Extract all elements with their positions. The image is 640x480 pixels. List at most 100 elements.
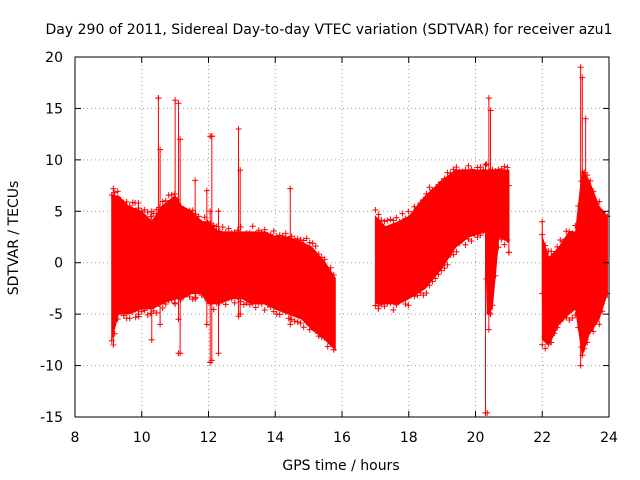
data-point-marker [482, 162, 489, 168]
data-point-marker [468, 166, 475, 173]
data-point-marker [279, 232, 286, 239]
data-point-marker [117, 308, 124, 315]
data-point-marker [318, 254, 325, 261]
data-point-marker [192, 294, 199, 301]
x-tick-label: 8 [71, 430, 80, 446]
data-point-marker [207, 299, 214, 306]
data-point-marker [324, 343, 331, 350]
data-point-marker [207, 220, 214, 227]
data-point-marker [279, 307, 286, 314]
data-point-marker [249, 300, 256, 307]
data-point-marker [168, 191, 175, 198]
data-point-marker [135, 311, 142, 318]
data-point-marker [577, 64, 584, 71]
data-point-marker [215, 350, 222, 357]
data-point-marker [569, 230, 576, 237]
data-point-marker [471, 168, 478, 175]
data-point-marker [399, 210, 406, 217]
x-tick-label: 18 [400, 430, 418, 446]
data-point-marker [192, 177, 199, 184]
data-point-marker [162, 197, 169, 204]
data-point-marker [447, 170, 454, 177]
data-point-marker [375, 211, 382, 218]
x-tick-label: 20 [467, 430, 485, 446]
data-point-marker [186, 293, 193, 300]
data-point-marker [144, 209, 151, 216]
data-point-marker [222, 301, 229, 308]
data-point-marker [426, 282, 433, 289]
data-point-marker [306, 239, 313, 246]
data-point-marker [582, 336, 589, 343]
data-point-marker [228, 295, 235, 302]
data-point-marker [264, 301, 271, 308]
data-point-marker [557, 237, 564, 244]
data-point-marker [492, 272, 499, 279]
data-point-marker [384, 217, 391, 224]
data-point-marker [548, 248, 555, 255]
data-point-marker [228, 230, 235, 237]
data-point-marker [287, 321, 294, 328]
data-point-marker [572, 312, 579, 319]
data-point-marker [444, 261, 451, 268]
data-point-marker [141, 206, 148, 213]
data-point-marker [153, 309, 160, 316]
data-band [541, 168, 608, 356]
data-point-marker [175, 100, 182, 107]
data-point-marker [123, 198, 130, 205]
data-point-marker [551, 330, 558, 337]
data-point-marker [294, 235, 301, 242]
data-point-marker [429, 186, 436, 193]
data-point-marker [159, 304, 166, 311]
data-point-marker [157, 146, 164, 153]
data-point-marker [432, 275, 439, 282]
data-point-marker [208, 357, 215, 364]
data-point-marker [215, 208, 222, 215]
data-point-marker [110, 185, 117, 192]
data-point-marker [551, 251, 558, 258]
data-point-marker [147, 213, 154, 220]
data-series [108, 64, 611, 416]
data-point-marker [198, 219, 205, 226]
data-point-marker [321, 334, 328, 341]
data-point-marker [225, 225, 232, 232]
data-point-marker [501, 241, 508, 248]
data-point-marker [399, 296, 406, 303]
data-point-marker [252, 230, 259, 237]
data-point-marker [542, 345, 549, 352]
x-tick-label: 14 [266, 430, 284, 446]
data-outlier [484, 409, 491, 416]
data-point-marker [327, 340, 334, 347]
data-point-marker [441, 175, 448, 182]
data-point-marker [387, 216, 394, 223]
data-point-marker [465, 162, 472, 169]
data-point-marker [252, 304, 259, 311]
data-point-marker [390, 306, 397, 313]
data-point-marker [216, 299, 223, 306]
y-tick-label: -15 [40, 410, 63, 426]
data-point-marker [159, 198, 166, 205]
data-point-marker [243, 300, 250, 307]
data-outlier [175, 350, 182, 357]
data-point-marker [578, 178, 585, 185]
data-point-marker [300, 324, 307, 331]
data-point-marker [596, 321, 603, 328]
data-point-marker [141, 307, 148, 314]
data-point-marker [557, 318, 564, 325]
data-point-marker [111, 330, 118, 337]
data-point-marker [276, 232, 283, 239]
data-point-marker [381, 303, 388, 310]
data-point-marker [111, 189, 118, 196]
data-point-marker [198, 292, 205, 299]
data-point-marker [542, 242, 549, 249]
data-point-marker [216, 228, 223, 235]
data-point-marker [287, 185, 294, 192]
data-point-marker [172, 300, 179, 307]
x-tick-label: 16 [333, 430, 351, 446]
data-point-marker [132, 207, 139, 214]
data-point-marker [579, 352, 586, 359]
data-point-marker [132, 314, 139, 321]
data-point-marker [126, 315, 133, 322]
data-point-marker [539, 341, 546, 348]
data-point-marker [593, 317, 600, 324]
data-point-marker [291, 236, 298, 243]
